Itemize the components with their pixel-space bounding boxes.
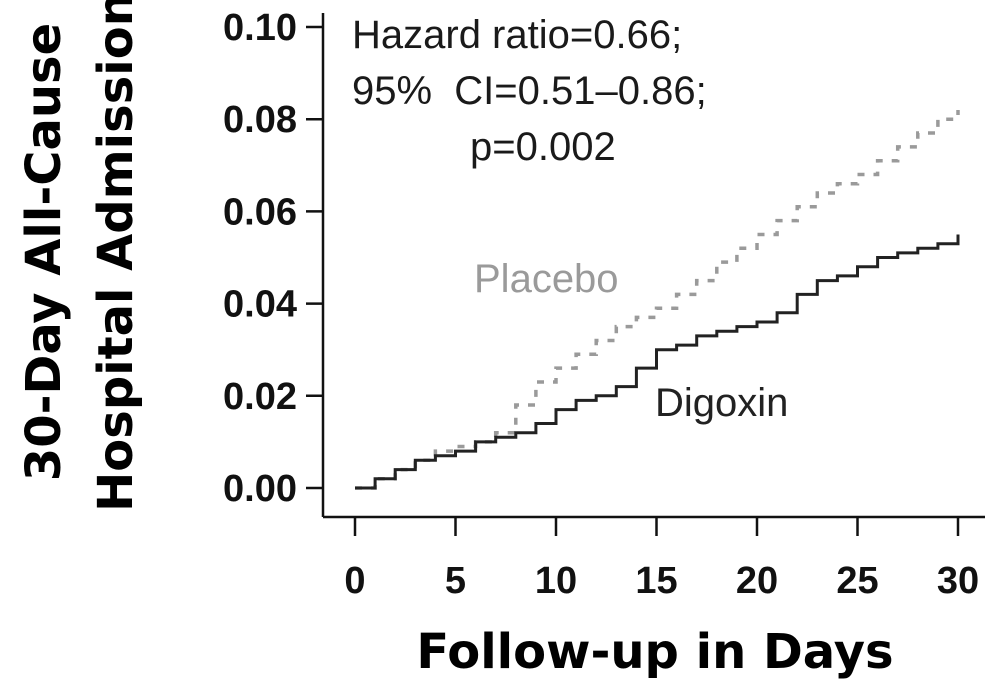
series-label-digoxin: Digoxin (655, 381, 788, 425)
x-tick-label: 10 (535, 560, 577, 602)
y-tick-label: 0.08 (223, 99, 297, 141)
y-tick-label: 0.04 (223, 284, 297, 326)
x-tick-label: 30 (937, 560, 979, 602)
y-axis-title: 30-Day All-Cause Hospital Admission (16, 0, 144, 512)
series-layer (355, 110, 960, 490)
series-line-digoxin (355, 234, 960, 490)
y-axis-title-line-2: Hospital Admission (88, 0, 144, 512)
x-tick-label: 20 (736, 560, 778, 602)
p-value-text: p=0.002 (470, 125, 616, 169)
x-tick-label: 0 (344, 560, 365, 602)
confidence-interval-text: 95% CI=0.51–0.86; (352, 69, 707, 113)
y-tick-label: 0.10 (223, 7, 297, 49)
y-axis-ticks: 0.00 0.02 0.04 0.06 0.08 0.10 (223, 7, 323, 510)
y-tick-label: 0.06 (223, 191, 297, 233)
x-tick-label: 25 (836, 560, 878, 602)
x-axis-ticks: 0 5 10 15 20 25 30 (344, 517, 979, 602)
hazard-ratio-annotation: Hazard ratio=0.66; 95% CI=0.51–0.86; p=0… (352, 13, 707, 169)
series-label-placebo: Placebo (474, 257, 619, 301)
series-line-placebo (355, 110, 960, 490)
y-tick-label: 0.02 (223, 376, 297, 418)
x-axis-title: Follow-up in Days (416, 624, 893, 680)
x-tick-label: 5 (445, 560, 466, 602)
y-tick-label: 0.00 (223, 468, 297, 510)
y-axis-title-line-1: 30-Day All-Cause (16, 23, 72, 481)
hazard-ratio-text: Hazard ratio=0.66; (352, 13, 682, 57)
x-tick-label: 15 (635, 560, 677, 602)
